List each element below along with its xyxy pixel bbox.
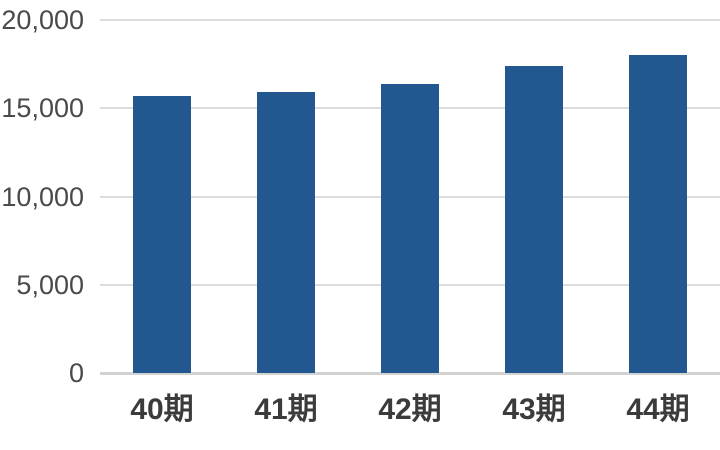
x-tick-label: 43期 xyxy=(502,393,566,426)
y-tick-label: 15,000 xyxy=(1,93,84,124)
bar-41期 xyxy=(257,92,315,373)
x-tick-label: 44期 xyxy=(626,393,690,426)
bar-44期 xyxy=(629,55,687,373)
bar-42期 xyxy=(381,83,439,373)
x-tick-label: 42期 xyxy=(378,393,442,426)
x-tick-label: 40期 xyxy=(130,393,194,426)
x-axis-line xyxy=(100,372,720,375)
y-tick-label: 5,000 xyxy=(16,269,84,300)
y-tick-label: 0 xyxy=(68,358,84,388)
bar-40期 xyxy=(133,95,191,373)
gridline xyxy=(100,19,720,21)
y-tick-label: 10,000 xyxy=(1,181,84,212)
x-tick-label: 41期 xyxy=(254,393,318,426)
bar-43期 xyxy=(505,65,563,373)
y-tick-label: 20,000 xyxy=(1,5,84,35)
